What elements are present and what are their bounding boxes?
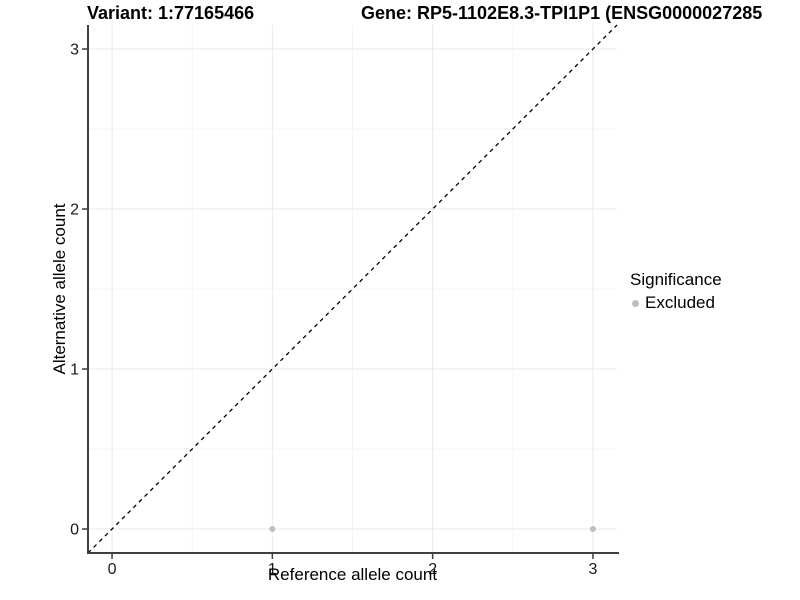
- x-tick-label: 2: [428, 561, 437, 578]
- y-tick-label: 1: [70, 362, 79, 379]
- x-tick-label: 0: [108, 561, 117, 578]
- legend: Significance Excluded: [630, 270, 722, 313]
- legend-title: Significance: [630, 270, 722, 289]
- x-axis-title: Reference allele count: [267, 565, 438, 584]
- data-point: [589, 526, 596, 532]
- legend-item-label: Excluded: [645, 293, 715, 312]
- y-tick-label: 0: [70, 522, 79, 539]
- gene-title: Gene: RP5-1102E8.3-TPI1P1 (ENSG000002728…: [361, 3, 763, 23]
- y-tick-label: 3: [70, 42, 79, 59]
- data-point: [269, 526, 276, 532]
- y-tick-label: 2: [70, 202, 79, 219]
- x-tick-label: 1: [268, 561, 277, 578]
- legend-item-excluded: Excluded: [632, 293, 722, 313]
- variant-title: Variant: 1:77165466: [87, 3, 255, 23]
- y-axis-title: Alternative allele count: [50, 203, 69, 375]
- legend-point-icon: [632, 299, 639, 307]
- x-tick-label: 3: [589, 561, 598, 578]
